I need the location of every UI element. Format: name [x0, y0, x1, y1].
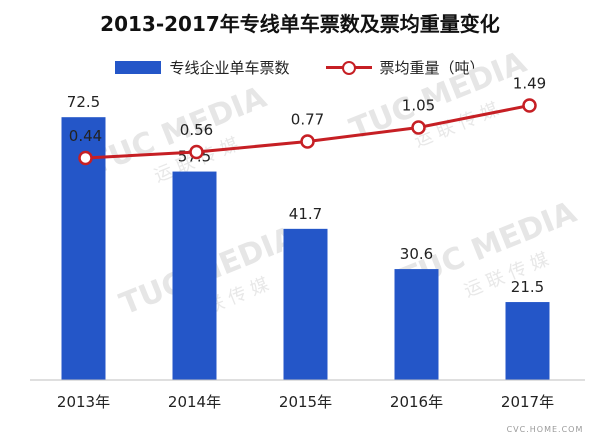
line-data-label: 0.56 — [180, 121, 213, 139]
x-tick-label: 2014年 — [168, 393, 221, 411]
line-point — [78, 150, 93, 166]
x-tick-labels: 2013年 2014年 2015年 2016年 2017年 — [57, 393, 554, 411]
line-point — [522, 98, 537, 113]
bar-data-label: 30.6 — [400, 245, 433, 263]
x-tick-label: 2013年 — [57, 393, 110, 411]
line-point — [411, 120, 426, 135]
line-point — [189, 144, 204, 160]
line-series: 0.44 0.56 0.77 1.05 1.49 — [69, 75, 546, 166]
source-stamp: CVC.HOME.COM — [507, 425, 584, 434]
line-data-label: 0.44 — [69, 127, 102, 145]
x-tick-label: 2015年 — [279, 393, 332, 411]
legend-bar-swatch — [115, 60, 162, 74]
legend: 专线企业单车票数 票均重量（吨） — [0, 55, 600, 79]
line-data-label: 0.77 — [291, 111, 324, 129]
legend-item-line: 票均重量（吨） — [325, 57, 485, 78]
legend-label-line: 票均重量（吨） — [379, 58, 485, 77]
legend-line-swatch — [325, 60, 372, 75]
legend-label-bar: 专线企业单车票数 — [169, 58, 290, 77]
line-data-label: 1.49 — [513, 75, 546, 93]
bar-data-label: 41.7 — [289, 205, 322, 223]
chart-title: 2013-2017年专线单车票数及票均重量变化 — [100, 12, 500, 36]
legend-item-bar: 专线企业单车票数 — [115, 57, 290, 78]
bar — [505, 302, 550, 380]
bar-data-label: 21.5 — [511, 278, 544, 296]
bar-data-label: 72.5 — [67, 93, 100, 111]
bar — [394, 269, 439, 380]
line-point — [300, 134, 315, 149]
x-tick-label: 2016年 — [390, 393, 443, 411]
bar — [283, 228, 328, 380]
x-tick-label: 2017年 — [501, 393, 554, 411]
line-data-label: 1.05 — [402, 97, 435, 115]
bar — [172, 171, 217, 380]
